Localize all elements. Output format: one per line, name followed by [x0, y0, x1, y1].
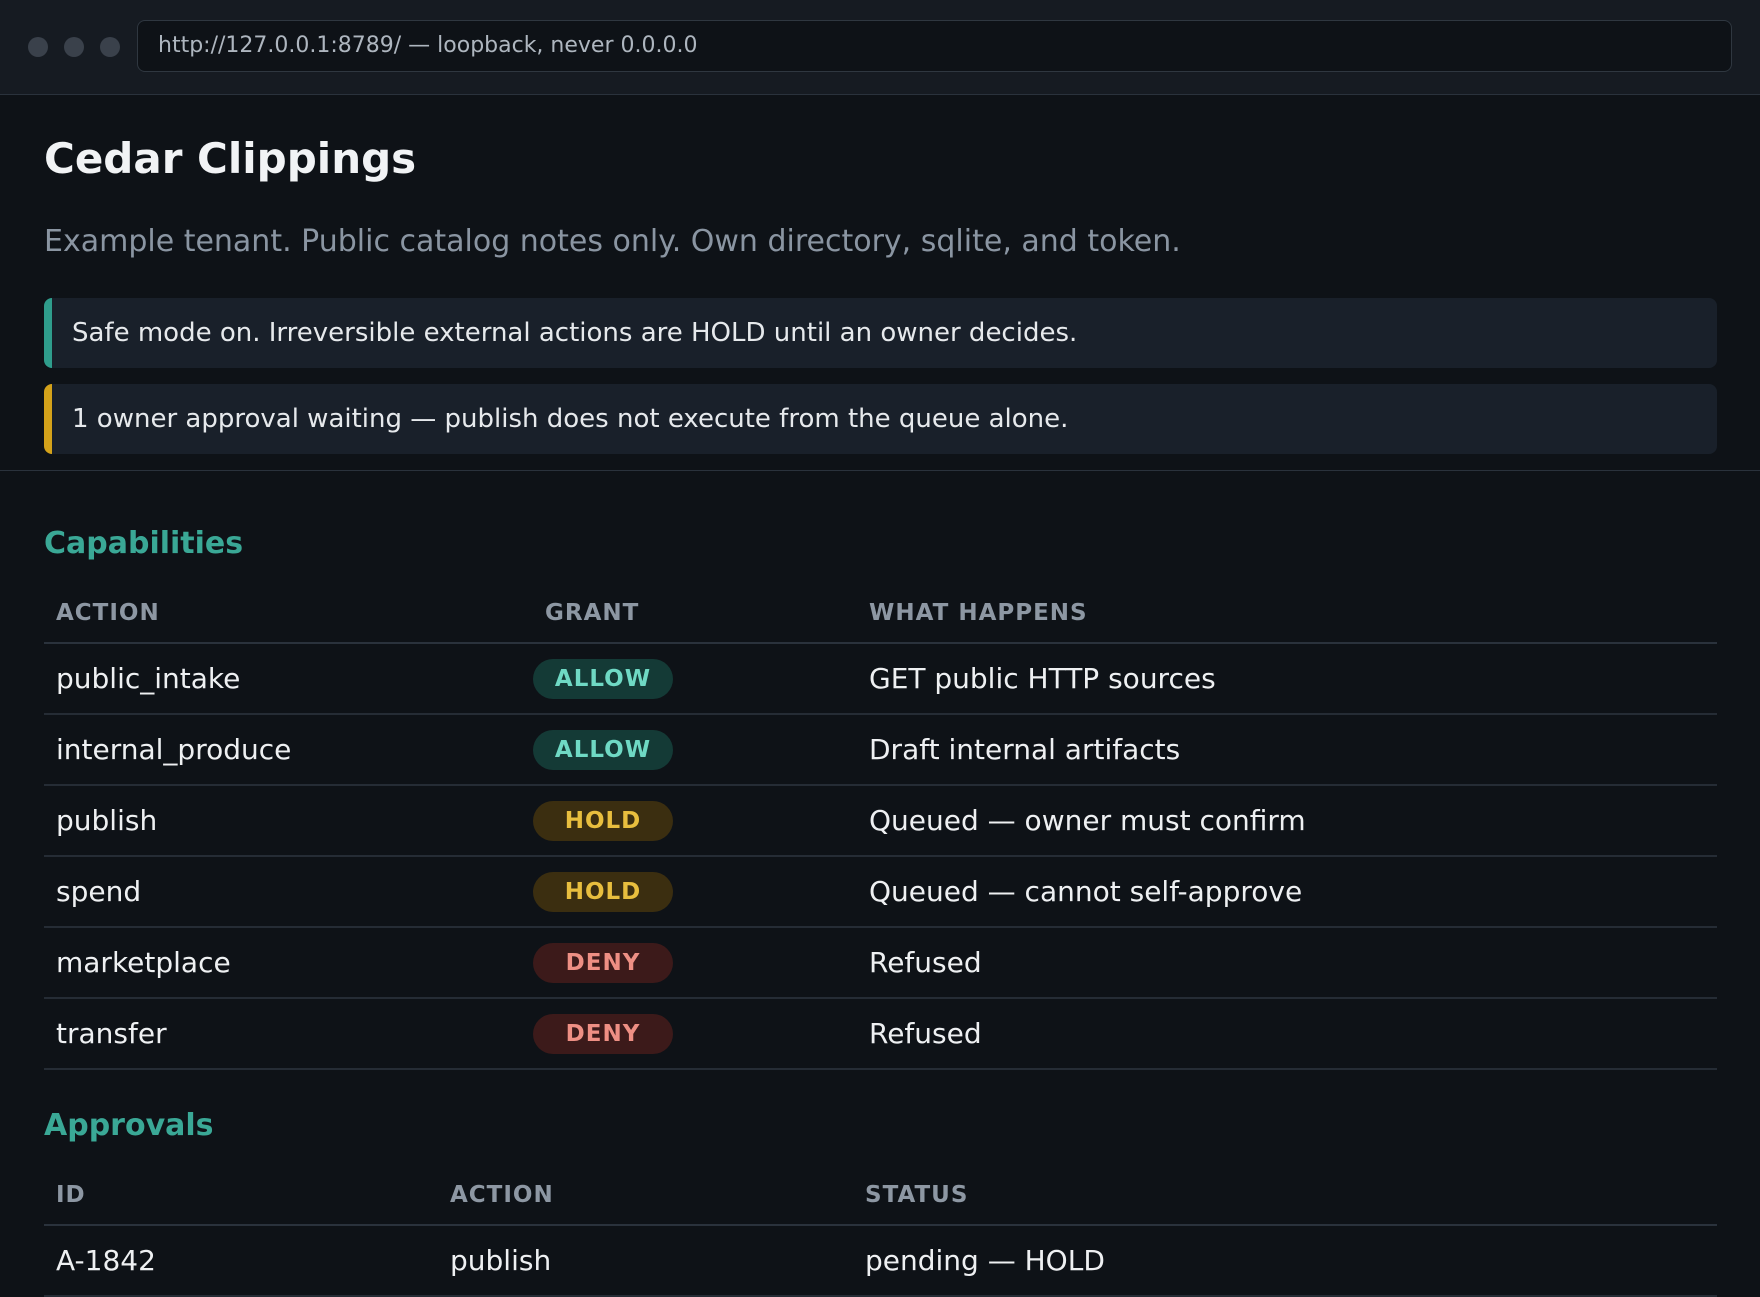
action-cell: public_intake — [44, 643, 533, 715]
capabilities-heading: Capabilities — [44, 526, 244, 561]
grant-badge: HOLD — [533, 871, 673, 912]
window-maximize-dot[interactable] — [100, 37, 120, 57]
grant-badge: DENY — [533, 942, 673, 983]
window-close-dot[interactable] — [28, 37, 48, 57]
grant-badge: ALLOW — [533, 729, 673, 770]
action-cell: transfer — [44, 998, 533, 1070]
what-happens-cell: Refused — [857, 998, 1717, 1070]
what-happens-cell: GET public HTTP sources — [857, 643, 1717, 715]
what-happens-cell: Queued — owner must confirm — [857, 785, 1717, 857]
column-header-action: ACTION — [438, 1166, 853, 1226]
table-row: internal_produce ALLOW Draft internal ar… — [44, 714, 1717, 786]
grant-badge: DENY — [533, 1013, 673, 1054]
action-cell: spend — [44, 856, 533, 928]
window-minimize-dot[interactable] — [64, 37, 84, 57]
what-happens-cell: Queued — cannot self-approve — [857, 856, 1717, 928]
column-header-action: ACTION — [44, 584, 533, 644]
address-bar[interactable]: http://127.0.0.1:8789/ — loopback, never… — [137, 20, 1732, 72]
table-row: public_intake ALLOW GET public HTTP sour… — [44, 643, 1717, 715]
approval-waiting-notice: 1 owner approval waiting — publish does … — [44, 384, 1717, 454]
what-happens-cell: Refused — [857, 927, 1717, 999]
approval-action-cell: publish — [438, 1225, 853, 1297]
approvals-heading: Approvals — [44, 1108, 214, 1143]
table-row: publish HOLD Queued — owner must confirm — [44, 785, 1717, 857]
what-happens-cell: Draft internal artifacts — [857, 714, 1717, 786]
table-row: spend HOLD Queued — cannot self-approve — [44, 856, 1717, 928]
approval-id-cell: A-1842 — [44, 1225, 438, 1297]
action-cell: internal_produce — [44, 714, 533, 786]
table-row: marketplace DENY Refused — [44, 927, 1717, 999]
grant-badge: ALLOW — [533, 658, 673, 699]
approvals-header-row: ID ACTION STATUS — [44, 1166, 1717, 1226]
table-row: transfer DENY Refused — [44, 998, 1717, 1070]
action-cell: marketplace — [44, 927, 533, 999]
column-header-id: ID — [44, 1166, 438, 1226]
capabilities-table: ACTION GRANT WHAT HAPPENS public_intake … — [44, 584, 1717, 1070]
column-header-what-happens: WHAT HAPPENS — [857, 584, 1717, 644]
table-row[interactable]: A-1842 publish pending — HOLD — [44, 1225, 1717, 1297]
capabilities-header-row: ACTION GRANT WHAT HAPPENS — [44, 584, 1717, 644]
action-cell: publish — [44, 785, 533, 857]
page-title: Cedar Clippings — [44, 134, 417, 183]
safe-mode-notice: Safe mode on. Irreversible external acti… — [44, 298, 1717, 368]
approval-status-cell: pending — HOLD — [853, 1225, 1717, 1297]
approvals-table: ID ACTION STATUS A-1842 publish pending … — [44, 1166, 1717, 1297]
page-header: Cedar Clippings Example tenant. Public c… — [0, 96, 1760, 471]
column-header-grant: GRANT — [533, 584, 857, 644]
browser-toolbar: http://127.0.0.1:8789/ — loopback, never… — [0, 0, 1760, 95]
grant-badge: HOLD — [533, 800, 673, 841]
column-header-status: STATUS — [853, 1166, 1717, 1226]
page-subtitle: Example tenant. Public catalog notes onl… — [44, 224, 1181, 259]
